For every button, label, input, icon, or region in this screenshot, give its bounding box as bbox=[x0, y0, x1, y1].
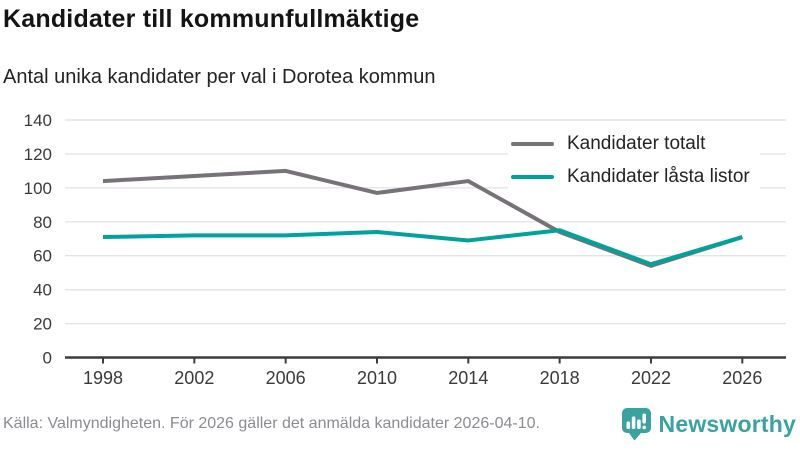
newsworthy-logo[interactable]: Newsworthy bbox=[620, 407, 796, 441]
chart-legend: Kandidater totalt Kandidater låsta listo… bbox=[508, 131, 760, 190]
source-text: Källa: Valmyndigheten. För 2026 gäller d… bbox=[3, 415, 540, 432]
y-tick-label-80: 80 bbox=[33, 213, 52, 232]
y-tick-label-60: 60 bbox=[33, 247, 52, 266]
x-tick-label-2002: 2002 bbox=[174, 368, 214, 388]
legend-item-lasta-listor: Kandidater låsta listor bbox=[508, 164, 760, 190]
legend-line-swatch-lasta-listor bbox=[511, 175, 554, 179]
legend-line-swatch-totalt bbox=[511, 142, 554, 146]
x-tick-label-2018: 2018 bbox=[540, 368, 580, 388]
x-tick-label-2026: 2026 bbox=[722, 368, 762, 388]
y-tick-label-120: 120 bbox=[24, 145, 52, 164]
legend-label-lasta-listor: Kandidater låsta listor bbox=[567, 166, 750, 187]
chart-footer: Källa: Valmyndigheten. För 2026 gäller d… bbox=[0, 404, 800, 444]
y-tick-label-20: 20 bbox=[33, 315, 52, 334]
y-tick-label-100: 100 bbox=[24, 179, 52, 198]
chart-subtitle: Antal unika kandidater per val i Dorotea… bbox=[3, 66, 436, 88]
y-tick-label-140: 140 bbox=[24, 111, 52, 130]
x-tick-label-1998: 1998 bbox=[83, 368, 123, 388]
newsworthy-bubble-icon bbox=[621, 408, 651, 441]
x-tick-label-2022: 2022 bbox=[631, 368, 671, 388]
x-tick-label-2006: 2006 bbox=[266, 368, 306, 388]
legend-label-totalt: Kandidater totalt bbox=[567, 133, 706, 154]
x-tick-label-2010: 2010 bbox=[357, 368, 397, 388]
y-tick-label-0: 0 bbox=[43, 349, 52, 368]
line-chart: 0 20 40 60 80 100 120 140 1998 2002 2006 2010 2014 20… bbox=[24, 111, 786, 388]
y-tick-label-40: 40 bbox=[33, 281, 52, 300]
legend-item-totalt: Kandidater totalt bbox=[508, 131, 760, 157]
newsworthy-wordmark: Newsworthy bbox=[658, 410, 796, 437]
series-line-1 bbox=[102, 228, 743, 267]
chart-title: Kandidater till kommunfullmäktige bbox=[3, 5, 420, 33]
x-tick-label-2014: 2014 bbox=[448, 368, 488, 388]
